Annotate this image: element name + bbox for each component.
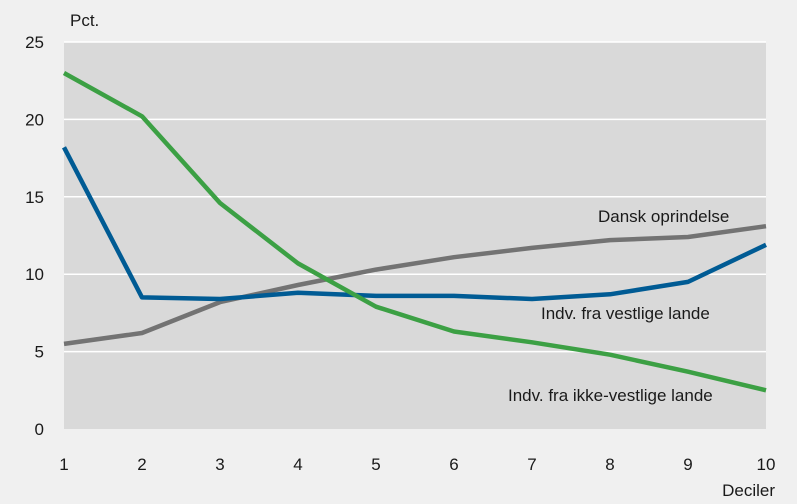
y-tick-label: 25 [25,33,44,52]
series-lines [62,71,767,393]
y-tick-label: 5 [35,343,44,362]
x-tick-label: 4 [293,455,302,474]
x-tick-label: 6 [449,455,458,474]
series-line-2 [62,71,767,393]
gridlines [64,41,766,353]
x-axis-ticks: 1 2 3 4 5 6 7 8 9 10 [59,455,775,474]
series-label-vestlige: Indv. fra vestlige lande [541,304,710,323]
x-axis-label: Deciler [722,481,775,500]
x-tick-label: 2 [137,455,146,474]
y-axis-ticks: 0 5 10 15 20 25 [25,33,44,439]
y-tick-label: 20 [25,110,44,129]
y-axis-label: Pct. [70,11,99,30]
plot-area [64,42,766,429]
x-tick-label: 10 [757,455,776,474]
y-tick-label: 15 [25,188,44,207]
y-tick-label: 0 [35,420,44,439]
series-line-0 [63,223,767,347]
x-tick-label: 3 [215,455,224,474]
series-label-ikke-vestlige: Indv. fra ikke-vestlige lande [508,386,713,405]
x-tick-label: 5 [371,455,380,474]
x-tick-label: 9 [683,455,692,474]
x-tick-label: 7 [527,455,536,474]
x-tick-label: 1 [59,455,68,474]
series-line-1 [62,146,767,302]
x-tick-label: 8 [605,455,614,474]
y-tick-label: 10 [25,265,44,284]
series-label-dansk: Dansk oprindelse [598,207,729,226]
